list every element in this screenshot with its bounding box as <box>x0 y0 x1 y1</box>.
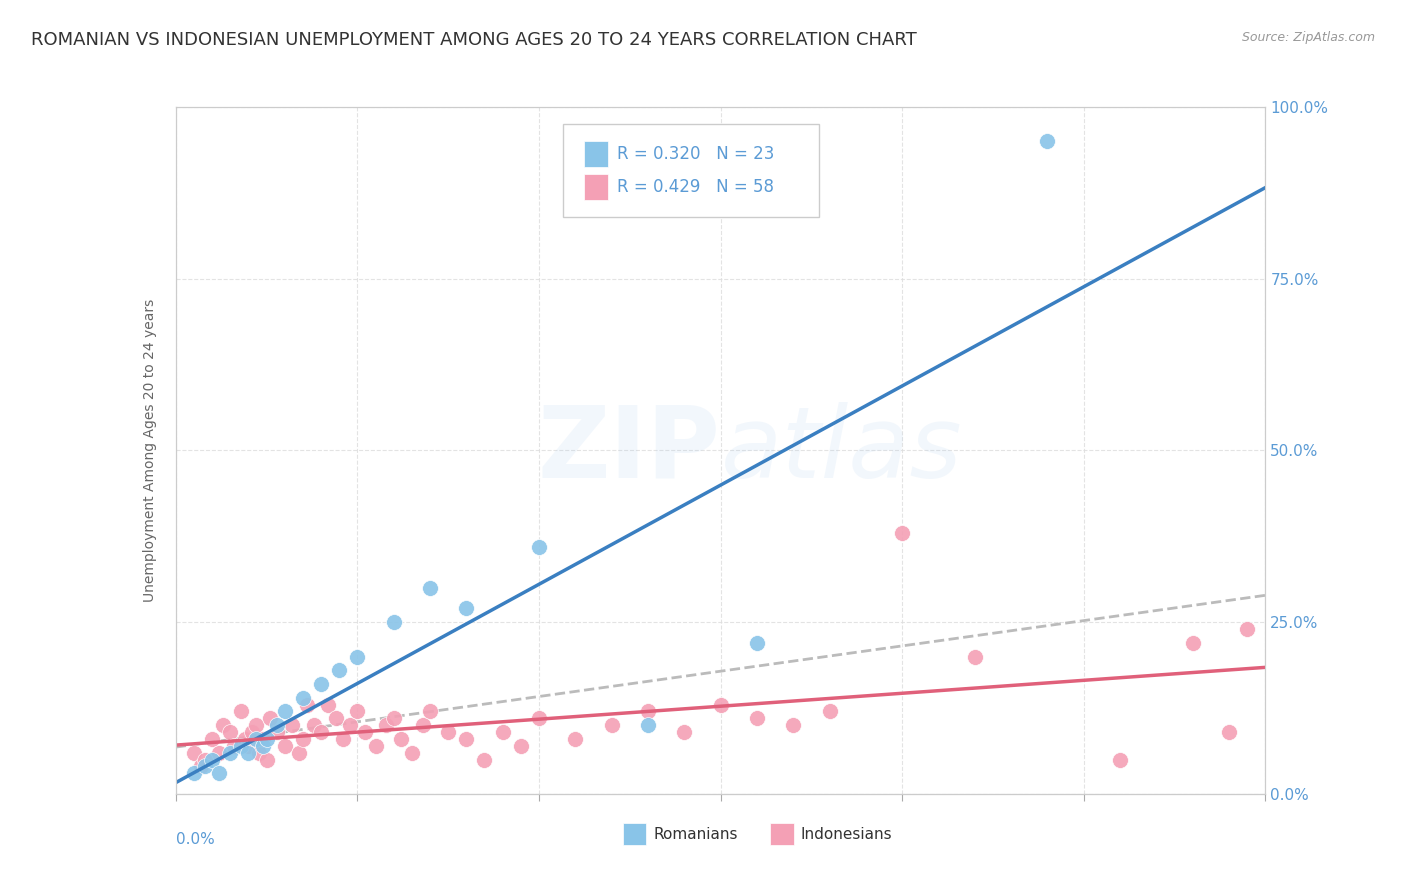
Point <box>474 753 496 767</box>
Point <box>238 746 260 760</box>
Point <box>745 711 768 725</box>
Point <box>222 739 245 753</box>
Point <box>891 525 914 540</box>
Point <box>382 615 405 630</box>
Point <box>194 753 217 767</box>
Point <box>281 718 304 732</box>
Point <box>456 731 478 746</box>
Point <box>231 705 253 719</box>
Point <box>288 746 311 760</box>
Point <box>259 711 281 725</box>
Point <box>291 690 314 705</box>
Point <box>309 677 332 691</box>
Point <box>183 746 205 760</box>
Point <box>325 711 347 725</box>
Point <box>183 766 205 780</box>
Point <box>346 649 368 664</box>
Point <box>637 705 659 719</box>
Point <box>256 731 278 746</box>
Point <box>318 698 340 712</box>
Point <box>194 759 217 773</box>
Point <box>1181 636 1204 650</box>
Point <box>637 718 659 732</box>
Point <box>419 581 441 595</box>
Point <box>1036 134 1059 148</box>
Text: Romanians: Romanians <box>652 827 738 842</box>
Point <box>252 731 274 746</box>
Point <box>266 718 288 732</box>
Point <box>456 601 478 615</box>
Point <box>233 731 256 746</box>
Point <box>266 725 288 739</box>
Point <box>208 746 231 760</box>
Point <box>256 753 278 767</box>
Point <box>600 718 623 732</box>
Point <box>208 766 231 780</box>
Point <box>527 711 550 725</box>
Point <box>710 698 733 712</box>
Point <box>782 718 804 732</box>
Point <box>1236 622 1258 636</box>
Point <box>527 540 550 554</box>
Point <box>302 718 325 732</box>
Point <box>274 705 297 719</box>
Point <box>1218 725 1240 739</box>
Point <box>212 718 235 732</box>
Point <box>437 725 460 739</box>
Point <box>231 739 253 753</box>
FancyBboxPatch shape <box>585 141 609 167</box>
Point <box>382 711 405 725</box>
Point <box>245 718 267 732</box>
Point <box>201 731 224 746</box>
Text: R = 0.429   N = 58: R = 0.429 N = 58 <box>617 178 775 195</box>
Text: atlas: atlas <box>721 402 962 499</box>
FancyBboxPatch shape <box>585 174 609 200</box>
Point <box>295 698 318 712</box>
Point <box>219 746 242 760</box>
Point <box>492 725 515 739</box>
Point <box>332 731 354 746</box>
Point <box>240 725 263 739</box>
Point <box>190 759 212 773</box>
Text: Indonesians: Indonesians <box>800 827 891 842</box>
FancyBboxPatch shape <box>562 124 818 217</box>
Point <box>412 718 434 732</box>
Text: Source: ZipAtlas.com: Source: ZipAtlas.com <box>1241 31 1375 45</box>
Point <box>1109 753 1132 767</box>
Point <box>419 705 441 719</box>
FancyBboxPatch shape <box>623 823 647 846</box>
Point <box>238 739 260 753</box>
Point <box>245 731 267 746</box>
Point <box>818 705 841 719</box>
Y-axis label: Unemployment Among Ages 20 to 24 years: Unemployment Among Ages 20 to 24 years <box>143 299 157 602</box>
Point <box>346 705 368 719</box>
FancyBboxPatch shape <box>769 823 793 846</box>
Point <box>309 725 332 739</box>
Point <box>375 718 398 732</box>
Point <box>247 746 270 760</box>
Point <box>219 725 242 739</box>
Text: 0.0%: 0.0% <box>176 831 215 847</box>
Point <box>339 718 361 732</box>
Point <box>364 739 387 753</box>
Point <box>353 725 375 739</box>
Text: ZIP: ZIP <box>537 402 721 499</box>
Point <box>401 746 423 760</box>
Point <box>274 739 297 753</box>
Point <box>745 636 768 650</box>
Point <box>201 753 224 767</box>
Point <box>509 739 531 753</box>
Point <box>291 731 314 746</box>
Point <box>564 731 586 746</box>
Text: ROMANIAN VS INDONESIAN UNEMPLOYMENT AMONG AGES 20 TO 24 YEARS CORRELATION CHART: ROMANIAN VS INDONESIAN UNEMPLOYMENT AMON… <box>31 31 917 49</box>
Point <box>389 731 412 746</box>
Point <box>673 725 696 739</box>
Point <box>252 739 274 753</box>
Text: R = 0.320   N = 23: R = 0.320 N = 23 <box>617 145 775 162</box>
Point <box>963 649 986 664</box>
Point <box>328 663 350 677</box>
